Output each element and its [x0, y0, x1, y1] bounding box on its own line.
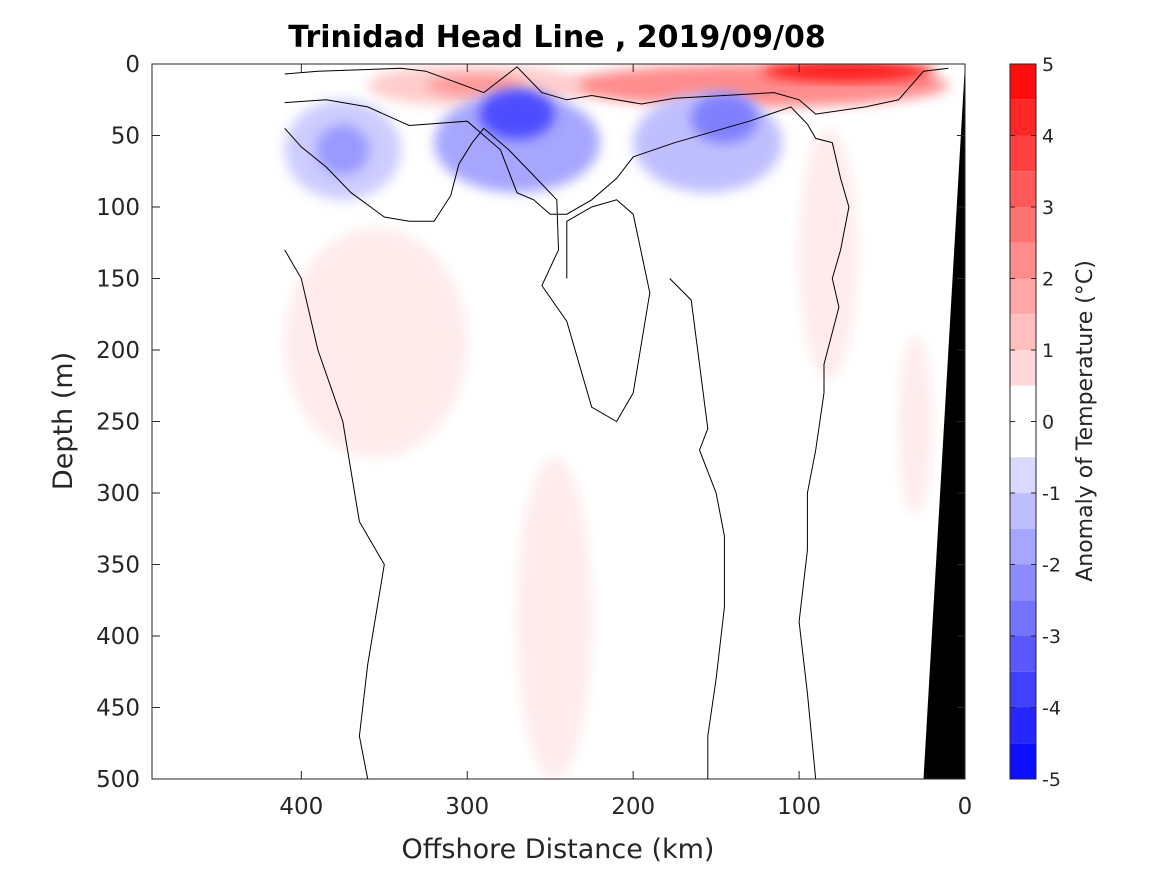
y-axis: 0 50 100 150 200 250 300 350 400 450 500: [96, 52, 965, 793]
colorbar-swatch-9: [1010, 385, 1036, 422]
y-tick-label-0: 0: [125, 52, 140, 78]
anomaly-region-2: [434, 92, 600, 193]
colorbar-swatch-14: [1010, 564, 1036, 601]
colorbar-swatch-7: [1010, 314, 1036, 350]
y-tick-label-450: 450: [96, 696, 140, 722]
anomaly-core-2: [479, 89, 555, 140]
y-tick-label-50: 50: [111, 124, 140, 150]
contour-zero-3: [798, 123, 850, 779]
contour-zero-4: [669, 278, 725, 779]
colorbar-tick-label-5: 5: [1042, 54, 1054, 76]
y-axis-label: Depth (m): [48, 352, 79, 490]
colorbar-swatch-0: [1010, 64, 1036, 100]
plot-area: [151, 63, 966, 780]
y-tick-label-100: 100: [96, 195, 140, 221]
colorbar-tick-label-3: 3: [1042, 197, 1054, 219]
contour-zero-2: [284, 127, 651, 423]
colorbar-tick-label-2: 2: [1042, 269, 1054, 291]
contour-zero-1: [284, 99, 808, 215]
colorbar-label: Anomaly of Temperature (°C): [1073, 260, 1098, 582]
contour-zero-0: [284, 66, 949, 115]
colorbar-swatch-12: [1010, 493, 1036, 529]
colorbar: 5 4 3 2 1 0 -1 -2 -3 -4 -5: [1009, 54, 1061, 791]
colorbar-swatch-2: [1010, 135, 1036, 172]
colorbar-tick-label--5: -5: [1042, 769, 1061, 791]
colorbar-swatch-4: [1010, 207, 1036, 243]
x-tick-label-100: 100: [777, 794, 821, 820]
anomaly-core-3: [690, 93, 759, 144]
x-axis: 400 300 200 100 0: [279, 64, 972, 820]
bathymetry-seafloor: [923, 64, 965, 779]
x-tick-label-200: 200: [611, 794, 655, 820]
y-tick-label-150: 150: [96, 267, 140, 293]
colorbar-swatch-1: [1010, 99, 1036, 136]
x-tick-label-0: 0: [958, 794, 973, 820]
x-tick-label-300: 300: [445, 794, 489, 820]
anomaly-core-4: [316, 124, 369, 175]
colorbar-swatch-15: [1010, 600, 1036, 636]
colorbar-tick-label--1: -1: [1042, 483, 1061, 505]
colorbar-swatch-6: [1010, 278, 1036, 315]
colorbar-swatch-17: [1010, 671, 1036, 708]
colorbar-tick-label--4: -4: [1042, 698, 1061, 720]
colorbar-swatch-13: [1010, 528, 1036, 565]
colorbar-swatch-16: [1010, 636, 1036, 672]
anomaly-region-6: [517, 457, 592, 779]
y-tick-label-400: 400: [96, 624, 140, 650]
colorbar-swatch-5: [1010, 242, 1036, 279]
colorbar-tick-label-1: 1: [1042, 340, 1054, 362]
y-tick-label-250: 250: [96, 410, 140, 436]
anomaly-region-7: [799, 128, 858, 379]
colorbar-swatch-18: [1010, 707, 1036, 744]
anomaly-core-0: [763, 64, 935, 82]
colorbar-swatch-10: [1010, 421, 1036, 458]
contour-zero-5: [284, 249, 385, 779]
colorbar-swatch-3: [1010, 171, 1036, 207]
colorbar-tick-label--2: -2: [1042, 555, 1061, 577]
colorbar-swatch-19: [1010, 743, 1036, 779]
y-tick-label-300: 300: [96, 481, 140, 507]
x-axis-label: Offshore Distance (km): [402, 834, 715, 865]
anomaly-region-8: [898, 335, 932, 515]
y-tick-label-200: 200: [96, 338, 140, 364]
colorbar-swatch-8: [1010, 350, 1036, 386]
anomaly-region-5: [284, 228, 468, 458]
colorbar-tick-label-0: 0: [1042, 412, 1054, 434]
y-tick-label-500: 500: [96, 767, 140, 793]
colorbar-swatch-11: [1010, 457, 1036, 493]
colorbar-tick-label--3: -3: [1042, 626, 1061, 648]
colorbar-tick-label-4: 4: [1042, 126, 1054, 148]
y-tick-label-350: 350: [96, 553, 140, 579]
chart-title: Trinidad Head Line , 2019/09/08: [288, 20, 825, 55]
x-tick-label-400: 400: [279, 794, 323, 820]
